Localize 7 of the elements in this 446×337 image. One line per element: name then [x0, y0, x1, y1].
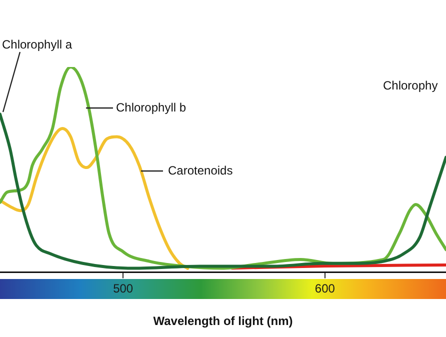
x-tick-label: 600 — [314, 282, 336, 296]
x-axis-title: Wavelength of light (nm) — [153, 314, 293, 328]
x-tick-label: 500 — [113, 282, 134, 296]
annotation: Chlorophy — [383, 78, 438, 92]
text: Chlorophyll a — [2, 37, 72, 52]
text: Chlorophyll b — [116, 100, 186, 114]
series-label: Carotenoids — [168, 163, 233, 178]
